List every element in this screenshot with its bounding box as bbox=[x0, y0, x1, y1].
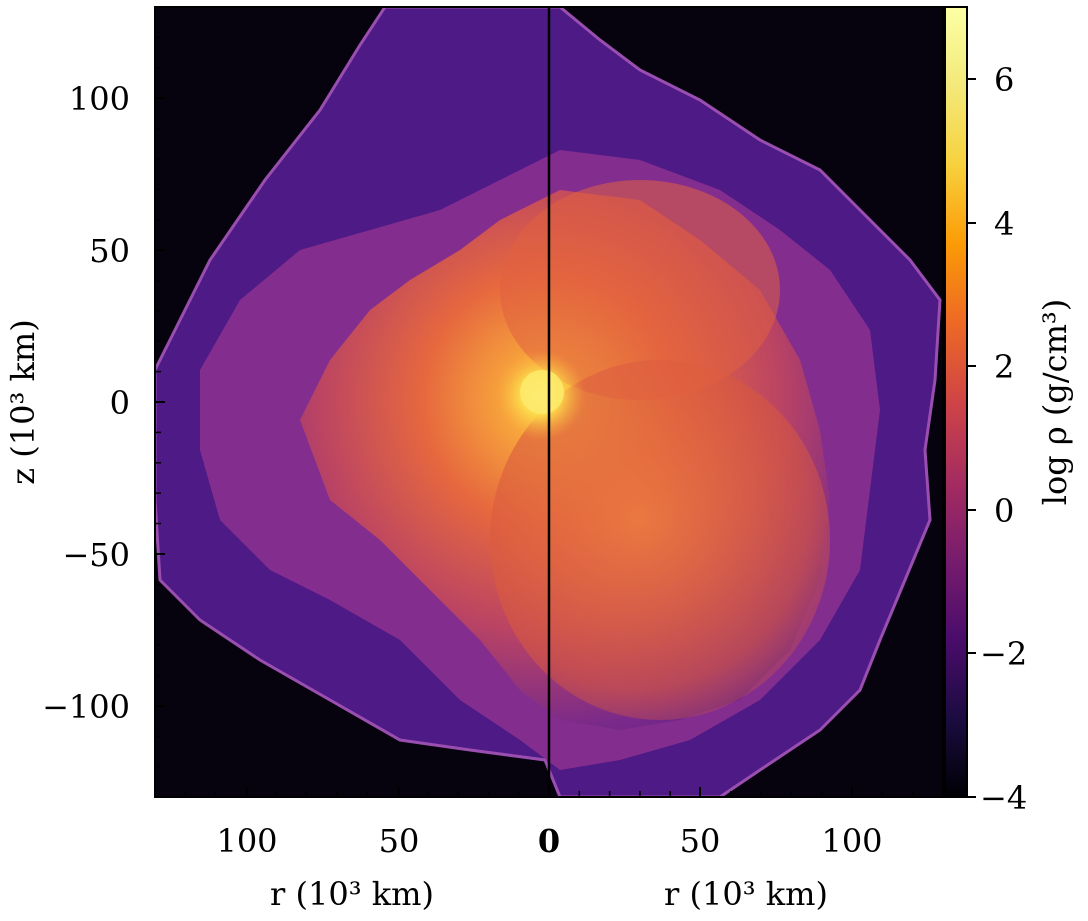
x-axis-label-right: r (10³ km) bbox=[664, 875, 828, 913]
colorbar-tick-label: 6 bbox=[994, 61, 1014, 99]
y-minor-ticks bbox=[155, 6, 161, 798]
colorbar-tick-label: 0 bbox=[994, 492, 1014, 530]
x-tick-label: 50 bbox=[680, 822, 721, 860]
y-axis: 100 50 0 −50 −100 bbox=[42, 80, 165, 726]
colorbar-tick-label: −4 bbox=[980, 779, 1027, 817]
x-tick-label: 100 bbox=[821, 822, 882, 860]
colorbar-gradient bbox=[944, 6, 968, 798]
colorbar-tick-label: 4 bbox=[994, 205, 1014, 243]
colorbar-label: log ρ (g/cm³) bbox=[1036, 299, 1074, 505]
y-tick-label: −50 bbox=[62, 536, 130, 574]
y-axis-label: z (10³ km) bbox=[4, 319, 42, 484]
upper-lobe bbox=[500, 180, 780, 400]
core-center bbox=[520, 370, 564, 414]
y-tick-label: −100 bbox=[42, 688, 130, 726]
x-minor-ticks bbox=[154, 791, 944, 797]
y-tick-label: 0 bbox=[110, 384, 130, 422]
y-tick-label: 100 bbox=[69, 80, 130, 118]
x-tick-label: 100 bbox=[216, 822, 277, 860]
x-tick-label: 50 bbox=[379, 822, 420, 860]
colorbar: 6 4 2 0 −2 −4 log ρ (g/cm³) bbox=[944, 6, 1074, 817]
lower-lobe bbox=[490, 360, 830, 720]
colorbar-tick-label: 2 bbox=[994, 348, 1014, 386]
colorbar-tick-label: −2 bbox=[980, 635, 1027, 673]
y-tick-label: 50 bbox=[89, 232, 130, 270]
x-axis-label-left: r (10³ km) bbox=[270, 875, 434, 913]
x-axis: 100 50 0 50 100 bbox=[216, 787, 883, 860]
x-tick-label-zero: 0 bbox=[538, 822, 560, 860]
